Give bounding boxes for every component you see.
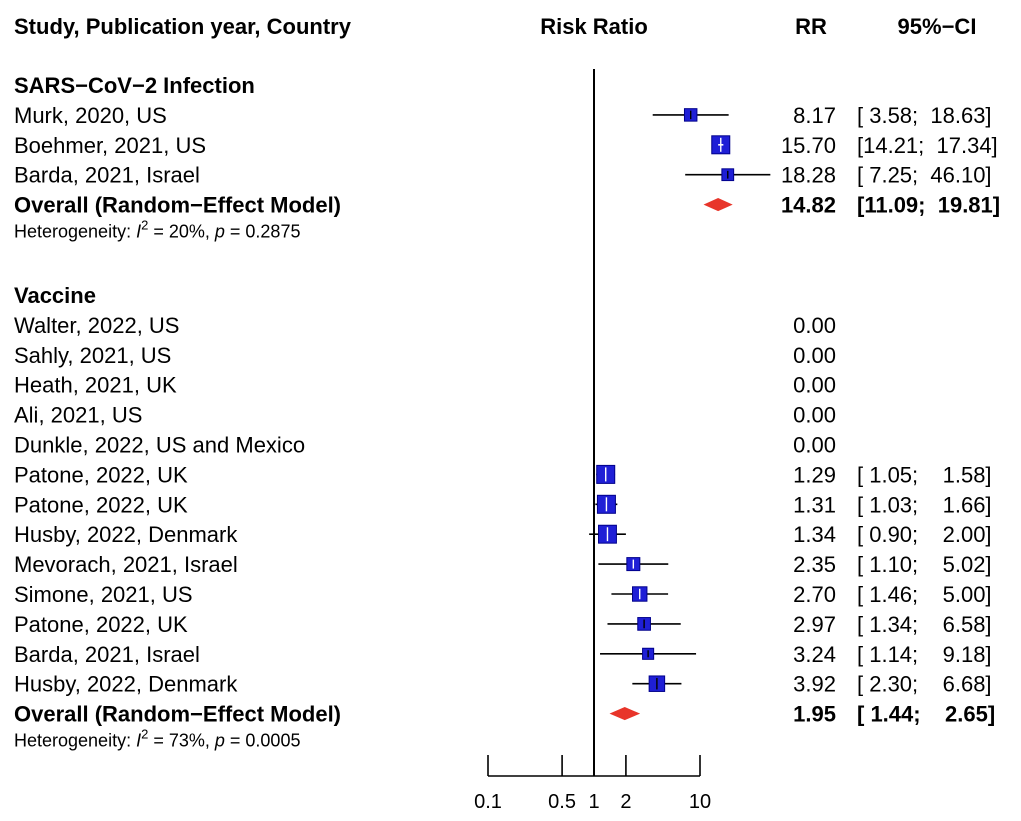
heterogeneity-part: Heterogeneity:	[14, 731, 136, 751]
study-rr: 1.31	[793, 492, 836, 517]
heterogeneity-part: Heterogeneity:	[14, 222, 136, 242]
study-rr: 8.17	[793, 103, 836, 128]
x-axis: 0.1 0.5 1 2 10	[474, 755, 711, 813]
axis-tick-label: 0.5	[548, 791, 576, 813]
study-label: Simone, 2021, US	[14, 582, 193, 607]
heterogeneity-part: p	[214, 222, 225, 242]
heterogeneity-part: = 20%,	[148, 222, 215, 242]
study-label: Patone, 2022, UK	[14, 492, 188, 517]
study-ci: [ 2.30; 6.68]	[857, 672, 992, 697]
study-label: Sahly, 2021, US	[14, 343, 171, 368]
study-ci: [ 0.90; 2.00]	[857, 522, 992, 547]
study-ci: [ 1.34; 6.58]	[857, 612, 992, 637]
overall-rr: 1.95	[793, 702, 836, 727]
study-label: Dunkle, 2022, US and Mexico	[14, 433, 305, 458]
overall-label: Overall (Random−Effect Model)	[14, 702, 341, 727]
forest-rows: SARS−CoV−2 Infection Murk, 2020, US 8.17 [ …	[14, 69, 1000, 776]
study-ci: [ 1.14; 9.18]	[857, 642, 992, 667]
heterogeneity-part: = 73%,	[148, 731, 215, 751]
axis-tick-label: 10	[689, 791, 711, 813]
study-label: Patone, 2022, UK	[14, 462, 188, 487]
heterogeneity-part: p	[214, 731, 225, 751]
study-label: Ali, 2021, US	[14, 403, 142, 428]
heterogeneity-part: 2	[141, 727, 148, 742]
study-ci: [ 1.03; 1.66]	[857, 492, 992, 517]
overall-label: Overall (Random−Effect Model)	[14, 193, 341, 218]
study-rr: 0.00	[793, 403, 836, 428]
study-rr: 18.28	[781, 163, 836, 188]
study-rr: 2.35	[793, 552, 836, 577]
heterogeneity-part: I	[136, 731, 141, 751]
heterogeneity-text: Heterogeneity: I2 = 73%, p = 0.0005	[14, 727, 300, 751]
study-rr: 15.70	[781, 133, 836, 158]
study-rr: 2.97	[793, 612, 836, 637]
header-ci: 95%−CI	[898, 14, 977, 39]
heterogeneity-text: Heterogeneity: I2 = 20%, p = 0.2875	[14, 218, 300, 242]
study-label: Patone, 2022, UK	[14, 612, 188, 637]
heterogeneity-part: = 0.2875	[225, 222, 301, 242]
header-risk-ratio: Risk Ratio	[540, 14, 648, 39]
study-rr: 3.92	[793, 672, 836, 697]
study-label: Husby, 2022, Denmark	[14, 672, 238, 697]
study-rr: 3.24	[793, 642, 836, 667]
study-label: Mevorach, 2021, Israel	[14, 552, 238, 577]
study-label: Walter, 2022, US	[14, 313, 179, 338]
study-rr: 0.00	[793, 373, 836, 398]
study-ci: [14.21; 17.34]	[857, 133, 998, 158]
overall-ci: [ 1.44; 2.65]	[857, 702, 995, 727]
study-ci: [ 1.46; 5.00]	[857, 582, 992, 607]
overall-diamond	[609, 707, 641, 721]
axis-tick-label: 1	[588, 791, 599, 813]
study-rr: 1.29	[793, 462, 836, 487]
study-ci: [ 1.05; 1.58]	[857, 462, 992, 487]
study-rr: 1.34	[793, 522, 836, 547]
group-title: SARS−CoV−2 Infection	[14, 73, 255, 98]
study-label: Heath, 2021, UK	[14, 373, 177, 398]
study-rr: 0.00	[793, 313, 836, 338]
group-title: Vaccine	[14, 283, 96, 308]
heterogeneity-part: 2	[141, 218, 148, 233]
study-ci: [ 1.10; 5.02]	[857, 552, 992, 577]
study-label: Murk, 2020, US	[14, 103, 167, 128]
header-rr: RR	[795, 14, 827, 39]
overall-ci: [11.09; 19.81]	[857, 193, 1000, 218]
heterogeneity-part: I	[136, 222, 141, 242]
study-label: Husby, 2022, Denmark	[14, 522, 238, 547]
study-rr: 0.00	[793, 343, 836, 368]
heterogeneity-part: = 0.0005	[225, 731, 301, 751]
overall-rr: 14.82	[781, 193, 836, 218]
study-ci: [ 3.58; 18.63]	[857, 103, 992, 128]
overall-diamond	[703, 198, 733, 212]
study-rr: 0.00	[793, 433, 836, 458]
axis-tick-label: 0.1	[474, 791, 502, 813]
study-rr: 2.70	[793, 582, 836, 607]
study-ci: [ 7.25; 46.10]	[857, 163, 992, 188]
header-study: Study, Publication year, Country	[14, 14, 352, 39]
study-label: Barda, 2021, Israel	[14, 642, 200, 667]
axis-tick-label: 2	[620, 791, 631, 813]
study-label: Boehmer, 2021, US	[14, 133, 206, 158]
study-label: Barda, 2021, Israel	[14, 163, 200, 188]
